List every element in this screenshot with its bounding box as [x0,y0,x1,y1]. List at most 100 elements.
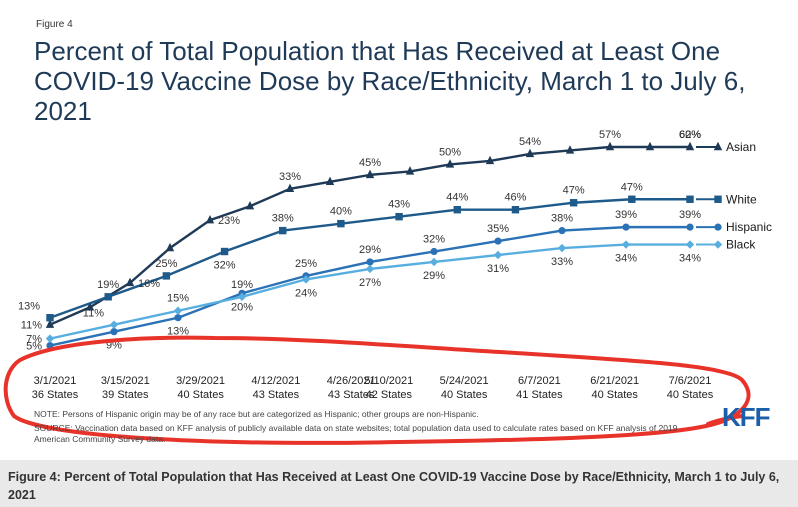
data-label: 16% [138,278,160,290]
legend-marker-black [713,240,723,249]
black-point [429,257,439,267]
data-label: 40% [330,206,352,218]
hispanic-point [494,237,502,245]
x-tick-label: 6/7/2021 [518,375,561,387]
asian-point [405,166,415,175]
data-label: 33% [551,256,573,268]
white-point [220,247,229,256]
hispanic-point [622,223,630,231]
black-point [685,240,695,249]
x-tick-sublabel: 42 States [366,389,413,401]
hispanic-point [558,227,566,235]
asian-point [125,277,135,287]
asian-point [85,302,95,311]
x-tick-label: 4/12/2021 [251,375,300,387]
data-label: 32% [423,234,445,246]
data-label: 13% [167,326,189,338]
legend-marker-asian [713,141,723,151]
x-tick-sublabel: 41 States [516,389,563,401]
data-label: 43% [388,199,410,211]
data-label: 62% [679,129,701,141]
data-label: 25% [295,258,317,270]
x-tick-label: 6/21/2021 [590,375,639,387]
black-point [621,240,631,249]
x-tick-label: 3/29/2021 [176,375,225,387]
black-point [557,243,567,253]
white-point [628,195,636,203]
red-annotation-loop [3,335,751,445]
asian-point [605,141,615,151]
data-label: 23% [218,215,240,227]
data-label: 38% [551,213,573,225]
asian-point [645,141,655,151]
series-layer [45,141,695,350]
data-label: 20% [231,301,253,313]
x-tick-sublabel: 40 States [591,389,638,401]
data-label: 62% [679,129,701,141]
white-point [511,206,520,214]
data-label: 50% [439,146,461,158]
x-tick-label: 3/1/2021 [34,375,77,387]
legend: Asian White Hispanic Black [696,140,772,252]
asian-point [525,148,535,158]
x-tick-sublabel: 36 States [32,389,79,401]
x-tick-sublabel: 43 States [328,389,375,401]
asian-point [165,242,175,252]
white-point [279,226,287,235]
hispanic-point [430,247,438,256]
asian-point [565,145,575,154]
chart-title: Percent of Total Population that Has Rec… [34,36,746,126]
black-point [45,334,55,343]
asian-point [685,141,695,151]
data-label: 47% [563,185,585,197]
series-line-white [49,198,690,319]
data-label: 29% [359,244,381,256]
data-label: 5% [26,341,42,353]
white-point [569,199,578,207]
legend-label-white: White [726,192,757,206]
data-label: 32% [214,260,236,272]
kff-logo: KFF [722,402,771,432]
hispanic-point [366,258,374,266]
legend-marker-hispanic [714,223,722,231]
white-point [104,293,112,301]
black-point [109,320,119,329]
white-point [46,314,54,322]
white-point [337,219,345,228]
data-label: 34% [679,253,701,265]
data-label: 57% [599,129,621,141]
asian-point [45,319,55,328]
data-label: 15% [167,293,189,305]
caption-bar: Figure 4: Percent of Total Population th… [0,460,798,507]
white-point [162,272,171,280]
figure-caption: Figure 4: Percent of Total Population th… [8,470,780,502]
black-point [493,250,503,260]
data-label: 19% [97,279,119,291]
white-point [686,195,694,203]
x-tick-sublabel: 40 States [177,389,224,401]
legend-label-asian: Asian [726,140,756,154]
asian-point [245,201,255,210]
legend-label-hispanic: Hispanic [726,220,772,234]
asian-point [325,176,335,186]
hispanic-point [110,328,118,336]
hispanic-point [686,223,694,231]
white-point [453,206,461,214]
black-point [237,292,247,302]
x-tick-label: 4/26/2021 [327,375,376,387]
data-label: 31% [487,263,509,275]
figure-label: Figure 4 [36,19,73,30]
data-label: 25% [155,258,177,270]
data-label: 45% [359,157,381,169]
x-tick-sublabel: 43 States [253,389,300,401]
chart-source: SOURCE: Vaccination data based on KFF an… [34,423,678,444]
data-label: 39% [615,209,637,221]
asian-point [285,183,295,193]
data-label: 60% [679,129,701,141]
black-point [173,306,183,315]
x-tick-sublabel: 39 States [102,389,149,401]
data-label: 19% [231,279,253,291]
x-tick-label: 5/10/2021 [364,375,413,387]
data-label: 38% [272,213,294,225]
data-label: 46% [504,192,526,204]
